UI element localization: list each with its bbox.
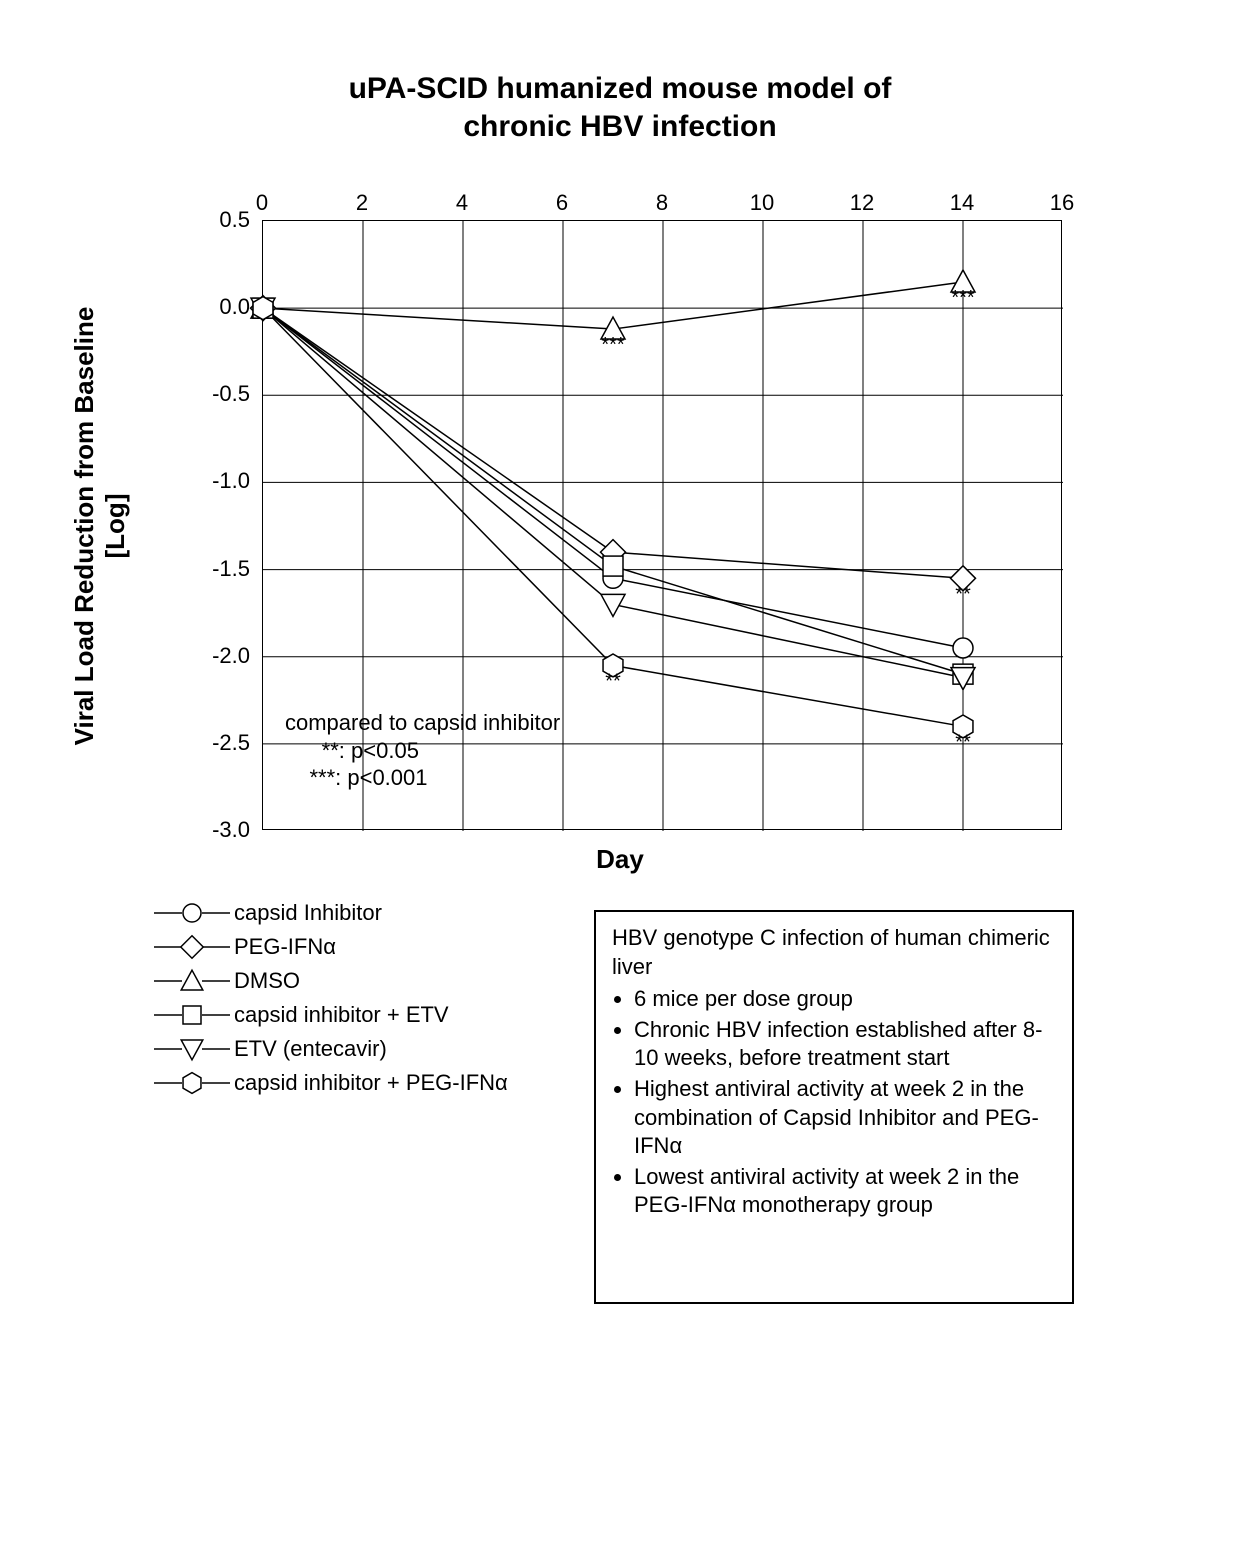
chart-title-line2: chronic HBV infection <box>0 110 1240 144</box>
x-tick-label: 0 <box>256 190 268 216</box>
legend-marker-circle <box>150 901 234 925</box>
svg-text:**: ** <box>605 670 621 692</box>
legend-label: PEG-IFNα <box>234 934 336 960</box>
y-axis-label: Viral Load Reduction from Baseline [Log] <box>69 221 131 831</box>
legend-item: ETV (entecavir) <box>150 1032 508 1066</box>
legend-item: capsid Inhibitor <box>150 896 508 930</box>
infobox-bullet: Highest antiviral activity at week 2 in … <box>634 1075 1056 1161</box>
legend-label: DMSO <box>234 968 300 994</box>
x-tick-label: 6 <box>556 190 568 216</box>
legend: capsid Inhibitor PEG-IFNα DMSO capsid inhib… <box>150 896 508 1100</box>
y-tick-label: -2.5 <box>204 730 250 756</box>
infobox-bullet: 6 mice per dose group <box>634 985 1056 1014</box>
x-tick-label: 14 <box>950 190 974 216</box>
legend-label: capsid inhibitor + ETV <box>234 1002 449 1028</box>
significance-note: compared to capsid inhibitor **: p<0.05 … <box>285 709 560 792</box>
infobox-bullet: Chronic HBV infection established after … <box>634 1016 1056 1073</box>
info-box: HBV genotype C infection of human chimer… <box>594 910 1074 1304</box>
x-tick-label: 10 <box>750 190 774 216</box>
legend-item: capsid inhibitor + ETV <box>150 998 508 1032</box>
y-tick-label: -2.0 <box>204 643 250 669</box>
infobox-heading: HBV genotype C infection of human chimer… <box>612 924 1056 981</box>
legend-item: capsid inhibitor + PEG-IFNα <box>150 1066 508 1100</box>
svg-text:***: *** <box>951 287 975 309</box>
x-tick-label: 2 <box>356 190 368 216</box>
infobox-bullet: Lowest antiviral activity at week 2 in t… <box>634 1163 1056 1220</box>
legend-marker-triangle-down <box>150 1037 234 1061</box>
svg-text:**: ** <box>955 731 971 753</box>
y-tick-label: -0.5 <box>204 381 250 407</box>
svg-text:**: ** <box>955 583 971 605</box>
chart-title-line1: uPA-SCID humanized mouse model of <box>0 72 1240 106</box>
legend-label: ETV (entecavir) <box>234 1036 387 1062</box>
y-tick-label: -3.0 <box>204 817 250 843</box>
legend-marker-square <box>150 1003 234 1027</box>
plot-area: ************ compared to capsid inhibito… <box>262 220 1062 830</box>
legend-marker-diamond <box>150 935 234 959</box>
x-tick-label: 16 <box>1050 190 1074 216</box>
legend-marker-triangle-up <box>150 969 234 993</box>
x-tick-label: 4 <box>456 190 468 216</box>
legend-item: PEG-IFNα <box>150 930 508 964</box>
page: uPA-SCID humanized mouse model of chroni… <box>0 0 1240 1552</box>
x-tick-label: 8 <box>656 190 668 216</box>
legend-marker-hexagon <box>150 1071 234 1095</box>
legend-label: capsid inhibitor + PEG-IFNα <box>234 1070 508 1096</box>
legend-item: DMSO <box>150 964 508 998</box>
y-tick-label: -1.0 <box>204 468 250 494</box>
y-tick-label: 0.5 <box>204 207 250 233</box>
x-tick-label: 12 <box>850 190 874 216</box>
y-tick-label: -1.5 <box>204 556 250 582</box>
y-tick-label: 0.0 <box>204 294 250 320</box>
infobox-list: 6 mice per dose groupChronic HBV infecti… <box>612 985 1056 1220</box>
svg-text:***: *** <box>601 334 625 356</box>
legend-label: capsid Inhibitor <box>234 900 382 926</box>
x-axis-label: Day <box>560 844 680 875</box>
